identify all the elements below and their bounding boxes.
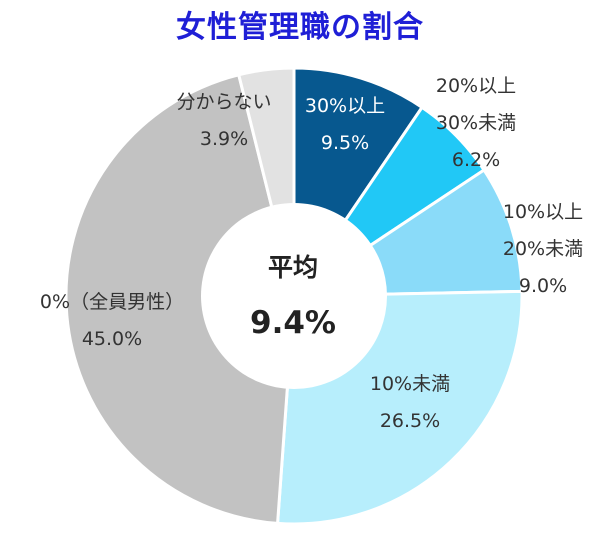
- slice-labels: 30%以上 9.5% 20%以上 30%未満 6.2% 10%以上 20%未満 9.0% 10%…: [40, 75, 583, 432]
- chart-title: 女性管理職の割合: [176, 10, 424, 45]
- slice-category-label: 20%以上: [436, 75, 516, 97]
- center-label: 平均: [268, 253, 318, 282]
- slice-category-label: 30%未満: [436, 112, 516, 134]
- pie-slice: [64, 72, 296, 526]
- slice-category-label: 0%（全員男性）: [40, 291, 184, 313]
- slice-value-label: 26.5%: [380, 410, 440, 432]
- slice-category-label: 20%未満: [503, 238, 583, 260]
- slice-value-label: 45.0%: [82, 328, 142, 350]
- slice-category-label: 30%以上: [305, 95, 385, 117]
- slice-category-label: 10%以上: [503, 201, 583, 223]
- slice-category-label: 分からない: [176, 91, 271, 113]
- slice-category-label: 10%未満: [370, 373, 450, 395]
- slice-value-label: 3.9%: [200, 128, 248, 150]
- center-value: 9.4%: [250, 305, 336, 341]
- slice-value-label: 6.2%: [452, 149, 500, 171]
- donut-hole: [201, 203, 387, 389]
- slice-value-label: 9.5%: [321, 132, 369, 154]
- slice-value-label: 9.0%: [519, 275, 567, 297]
